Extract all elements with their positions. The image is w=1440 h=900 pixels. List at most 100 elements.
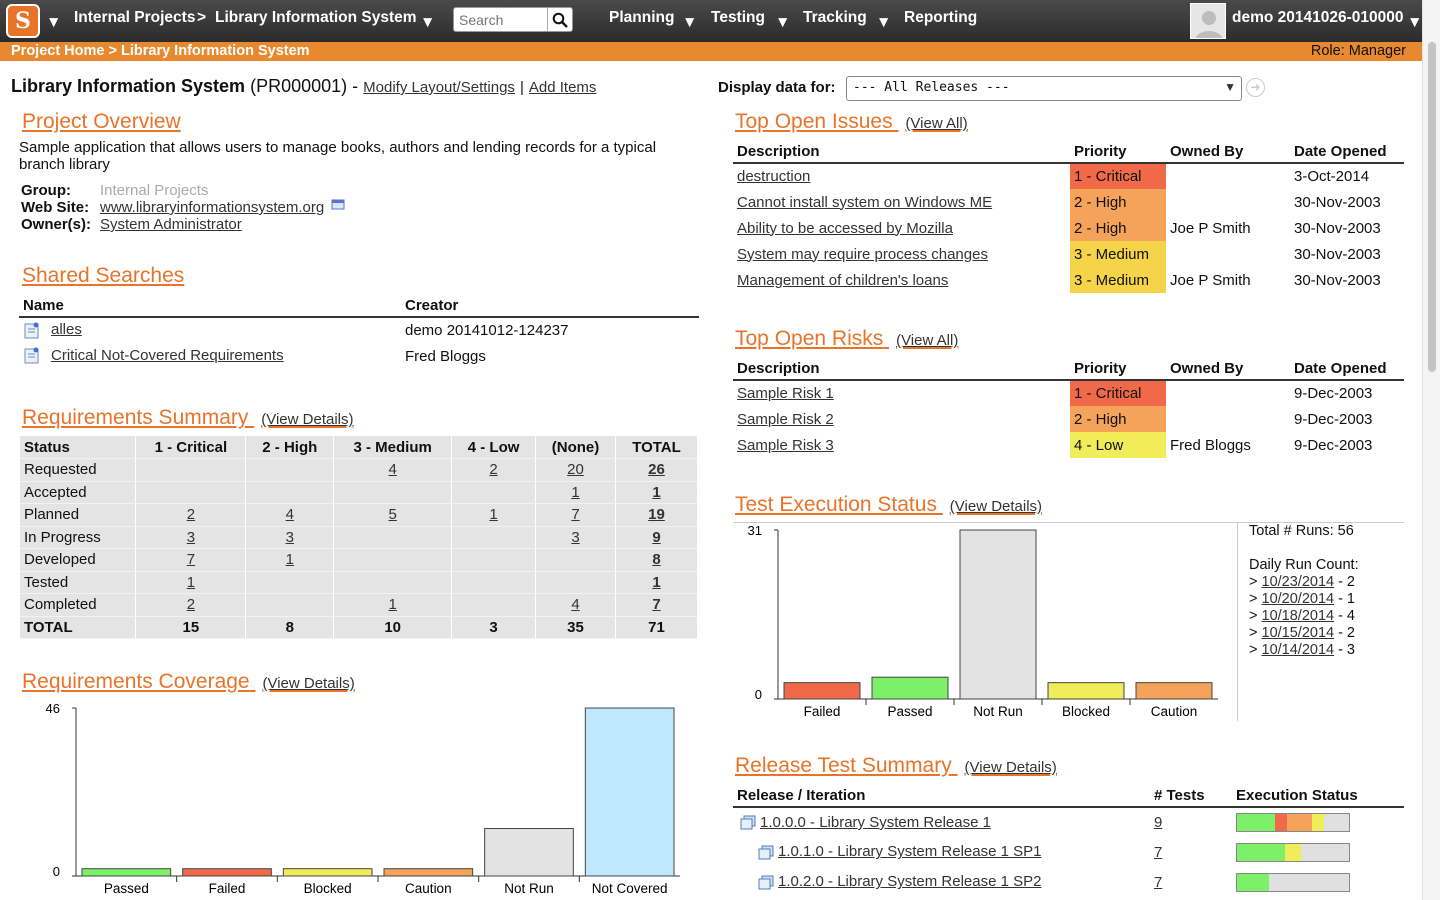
product-menu-chevron-down-icon[interactable]: ▼ — [420, 14, 436, 31]
daily-run-date-link[interactable]: 10/15/2014 — [1261, 625, 1335, 641]
item-link[interactable]: System may require process changes — [737, 245, 988, 263]
count-link[interactable]: 3 — [186, 528, 196, 546]
bar-not-run[interactable] — [959, 529, 1037, 700]
count-link[interactable]: 7 — [186, 551, 196, 569]
bar-passed[interactable] — [81, 868, 172, 877]
count-link[interactable]: 8 — [652, 551, 661, 569]
count-link[interactable]: 2 — [489, 461, 498, 479]
nav-menu-planning[interactable]: Planning — [609, 9, 675, 26]
item-link[interactable]: Cannot install system on Windows ME — [737, 193, 993, 211]
app-logo[interactable]: S — [6, 4, 40, 38]
count-link[interactable]: 1 — [186, 573, 196, 591]
bar-failed[interactable] — [783, 682, 861, 700]
testing-chevron-down-icon[interactable]: ▼ — [775, 14, 791, 31]
count-link[interactable]: 2 — [186, 596, 196, 614]
count-link[interactable]: 1 — [489, 506, 498, 524]
count-link[interactable]: 1 — [388, 596, 397, 614]
logo-menu-chevron-down-icon[interactable]: ▼ — [46, 14, 62, 31]
item-link[interactable]: Ability to be accessed by Mozilla — [737, 219, 953, 237]
count-link[interactable]: 1 — [285, 551, 294, 569]
nav-project[interactable]: Internal Projects — [74, 9, 196, 26]
tests-count-link[interactable]: 7 — [1154, 873, 1163, 891]
count-link[interactable]: 2 — [186, 506, 196, 524]
bar-caution[interactable] — [1135, 682, 1213, 700]
execution-status-bar[interactable] — [1236, 842, 1350, 862]
count-link[interactable]: 3 — [571, 528, 580, 546]
count-link[interactable]: 5 — [388, 506, 397, 524]
count-link[interactable]: 7 — [571, 506, 580, 524]
count-link[interactable]: 4 — [571, 596, 580, 614]
release-link[interactable]: 1.0.0.0 - Library System Release 1 — [760, 813, 991, 831]
daily-run-date-link[interactable]: 10/23/2014 — [1261, 574, 1335, 590]
requirements-coverage-title-text[interactable]: Requirements Coverage — [22, 670, 250, 693]
release-link[interactable]: 1.0.1.0 - Library System Release 1 SP1 — [778, 843, 1042, 861]
count-link[interactable]: 4 — [285, 506, 294, 524]
tests-count-link[interactable]: 9 — [1154, 814, 1163, 831]
release-link[interactable]: 1.0.2.0 - Library System Release 1 SP2 — [778, 873, 1042, 891]
item-link[interactable]: destruction — [737, 168, 811, 185]
search-button[interactable] — [547, 8, 572, 31]
tracking-chevron-down-icon[interactable]: ▼ — [876, 14, 892, 31]
user-chevron-down-icon[interactable]: ▼ — [1407, 14, 1423, 31]
daily-run-date-link[interactable]: 10/18/2014 — [1261, 608, 1335, 624]
execution-status-bar[interactable] — [1236, 872, 1350, 892]
release-select[interactable]: --- All Releases --- ▼ — [846, 76, 1242, 101]
top-open-issues-title-text[interactable]: Top Open Issues — [735, 110, 893, 133]
top-open-risks-view-all[interactable]: (View All) — [896, 332, 959, 349]
nav-menu-testing[interactable]: Testing — [711, 9, 765, 26]
item-link[interactable]: Sample Risk 3 — [737, 436, 834, 454]
owner-link[interactable]: System Administrator — [100, 216, 242, 233]
count-link[interactable]: 1 — [652, 573, 661, 591]
add-items-link[interactable]: Add Items — [528, 79, 597, 96]
nav-menu-tracking[interactable]: Tracking — [803, 9, 867, 26]
bar-not-covered[interactable] — [584, 707, 675, 877]
count-link[interactable]: 7 — [652, 596, 661, 614]
vertical-scrollbar[interactable] — [1422, 0, 1440, 900]
count-link[interactable]: 20 — [567, 461, 584, 479]
external-window-icon[interactable] — [331, 199, 345, 211]
requirements-summary-title-text[interactable]: Requirements Summary — [22, 406, 249, 429]
modify-layout-link[interactable]: Modify Layout/Settings — [363, 79, 515, 96]
count-link[interactable]: 26 — [648, 461, 665, 479]
execution-status-bar[interactable] — [1236, 813, 1350, 832]
daily-run-date-link[interactable]: 10/20/2014 — [1261, 591, 1335, 607]
go-arrow-icon[interactable]: ➜ — [1246, 78, 1265, 97]
nav-menu-reporting[interactable]: Reporting — [904, 9, 978, 26]
count-link[interactable]: 3 — [285, 528, 294, 546]
user-name[interactable]: demo 20141026-010000 — [1232, 9, 1404, 26]
search-link[interactable]: alles — [51, 321, 82, 339]
top-open-risks-title-text[interactable]: Top Open Risks — [735, 327, 884, 350]
item-link[interactable]: Sample Risk 1 — [737, 385, 834, 402]
breadcrumb[interactable]: Project Home > Library Information Syste… — [11, 43, 310, 59]
user-avatar[interactable] — [1190, 3, 1226, 39]
release-test-summary-title-text[interactable]: Release Test Summary — [735, 754, 952, 777]
bar-failed[interactable] — [182, 868, 272, 877]
item-link[interactable]: Sample Risk 2 — [737, 410, 834, 428]
test-execution-status-title-text[interactable]: Test Execution Status — [735, 493, 937, 516]
bar-caution[interactable] — [383, 868, 474, 877]
nav-product[interactable]: Library Information System — [215, 9, 417, 26]
top-open-issues-view-all[interactable]: (View All) — [905, 115, 968, 132]
shared-searches-title[interactable]: Shared Searches — [22, 264, 185, 287]
test-execution-view-details[interactable]: (View Details) — [949, 498, 1043, 515]
tests-count-link[interactable]: 7 — [1154, 843, 1163, 861]
bar-passed[interactable] — [871, 676, 949, 700]
requirements-coverage-view-details[interactable]: (View Details) — [262, 675, 355, 692]
count-link[interactable]: 19 — [648, 506, 665, 524]
count-link[interactable]: 4 — [388, 461, 397, 479]
requirements-summary-view-details[interactable]: (View Details) — [261, 411, 354, 428]
search-link[interactable]: Critical Not-Covered Requirements — [51, 346, 284, 364]
bar-blocked[interactable] — [1047, 682, 1125, 700]
release-test-summary-view-details[interactable]: (View Details) — [964, 759, 1057, 776]
item-link[interactable]: Management of children's loans — [737, 271, 949, 289]
daily-run-date-link[interactable]: 10/14/2014 — [1261, 642, 1335, 658]
scrollbar-thumb[interactable] — [1428, 42, 1436, 372]
project-overview-title[interactable]: Project Overview — [22, 110, 181, 133]
count-link[interactable]: 1 — [571, 483, 580, 501]
planning-chevron-down-icon[interactable]: ▼ — [682, 14, 698, 31]
bar-blocked[interactable] — [282, 868, 373, 877]
count-link[interactable]: 9 — [652, 528, 661, 546]
bar-not-run[interactable] — [484, 828, 574, 877]
search-input[interactable] — [457, 10, 549, 29]
website-link[interactable]: www.libraryinformationsystem.org — [100, 199, 325, 216]
